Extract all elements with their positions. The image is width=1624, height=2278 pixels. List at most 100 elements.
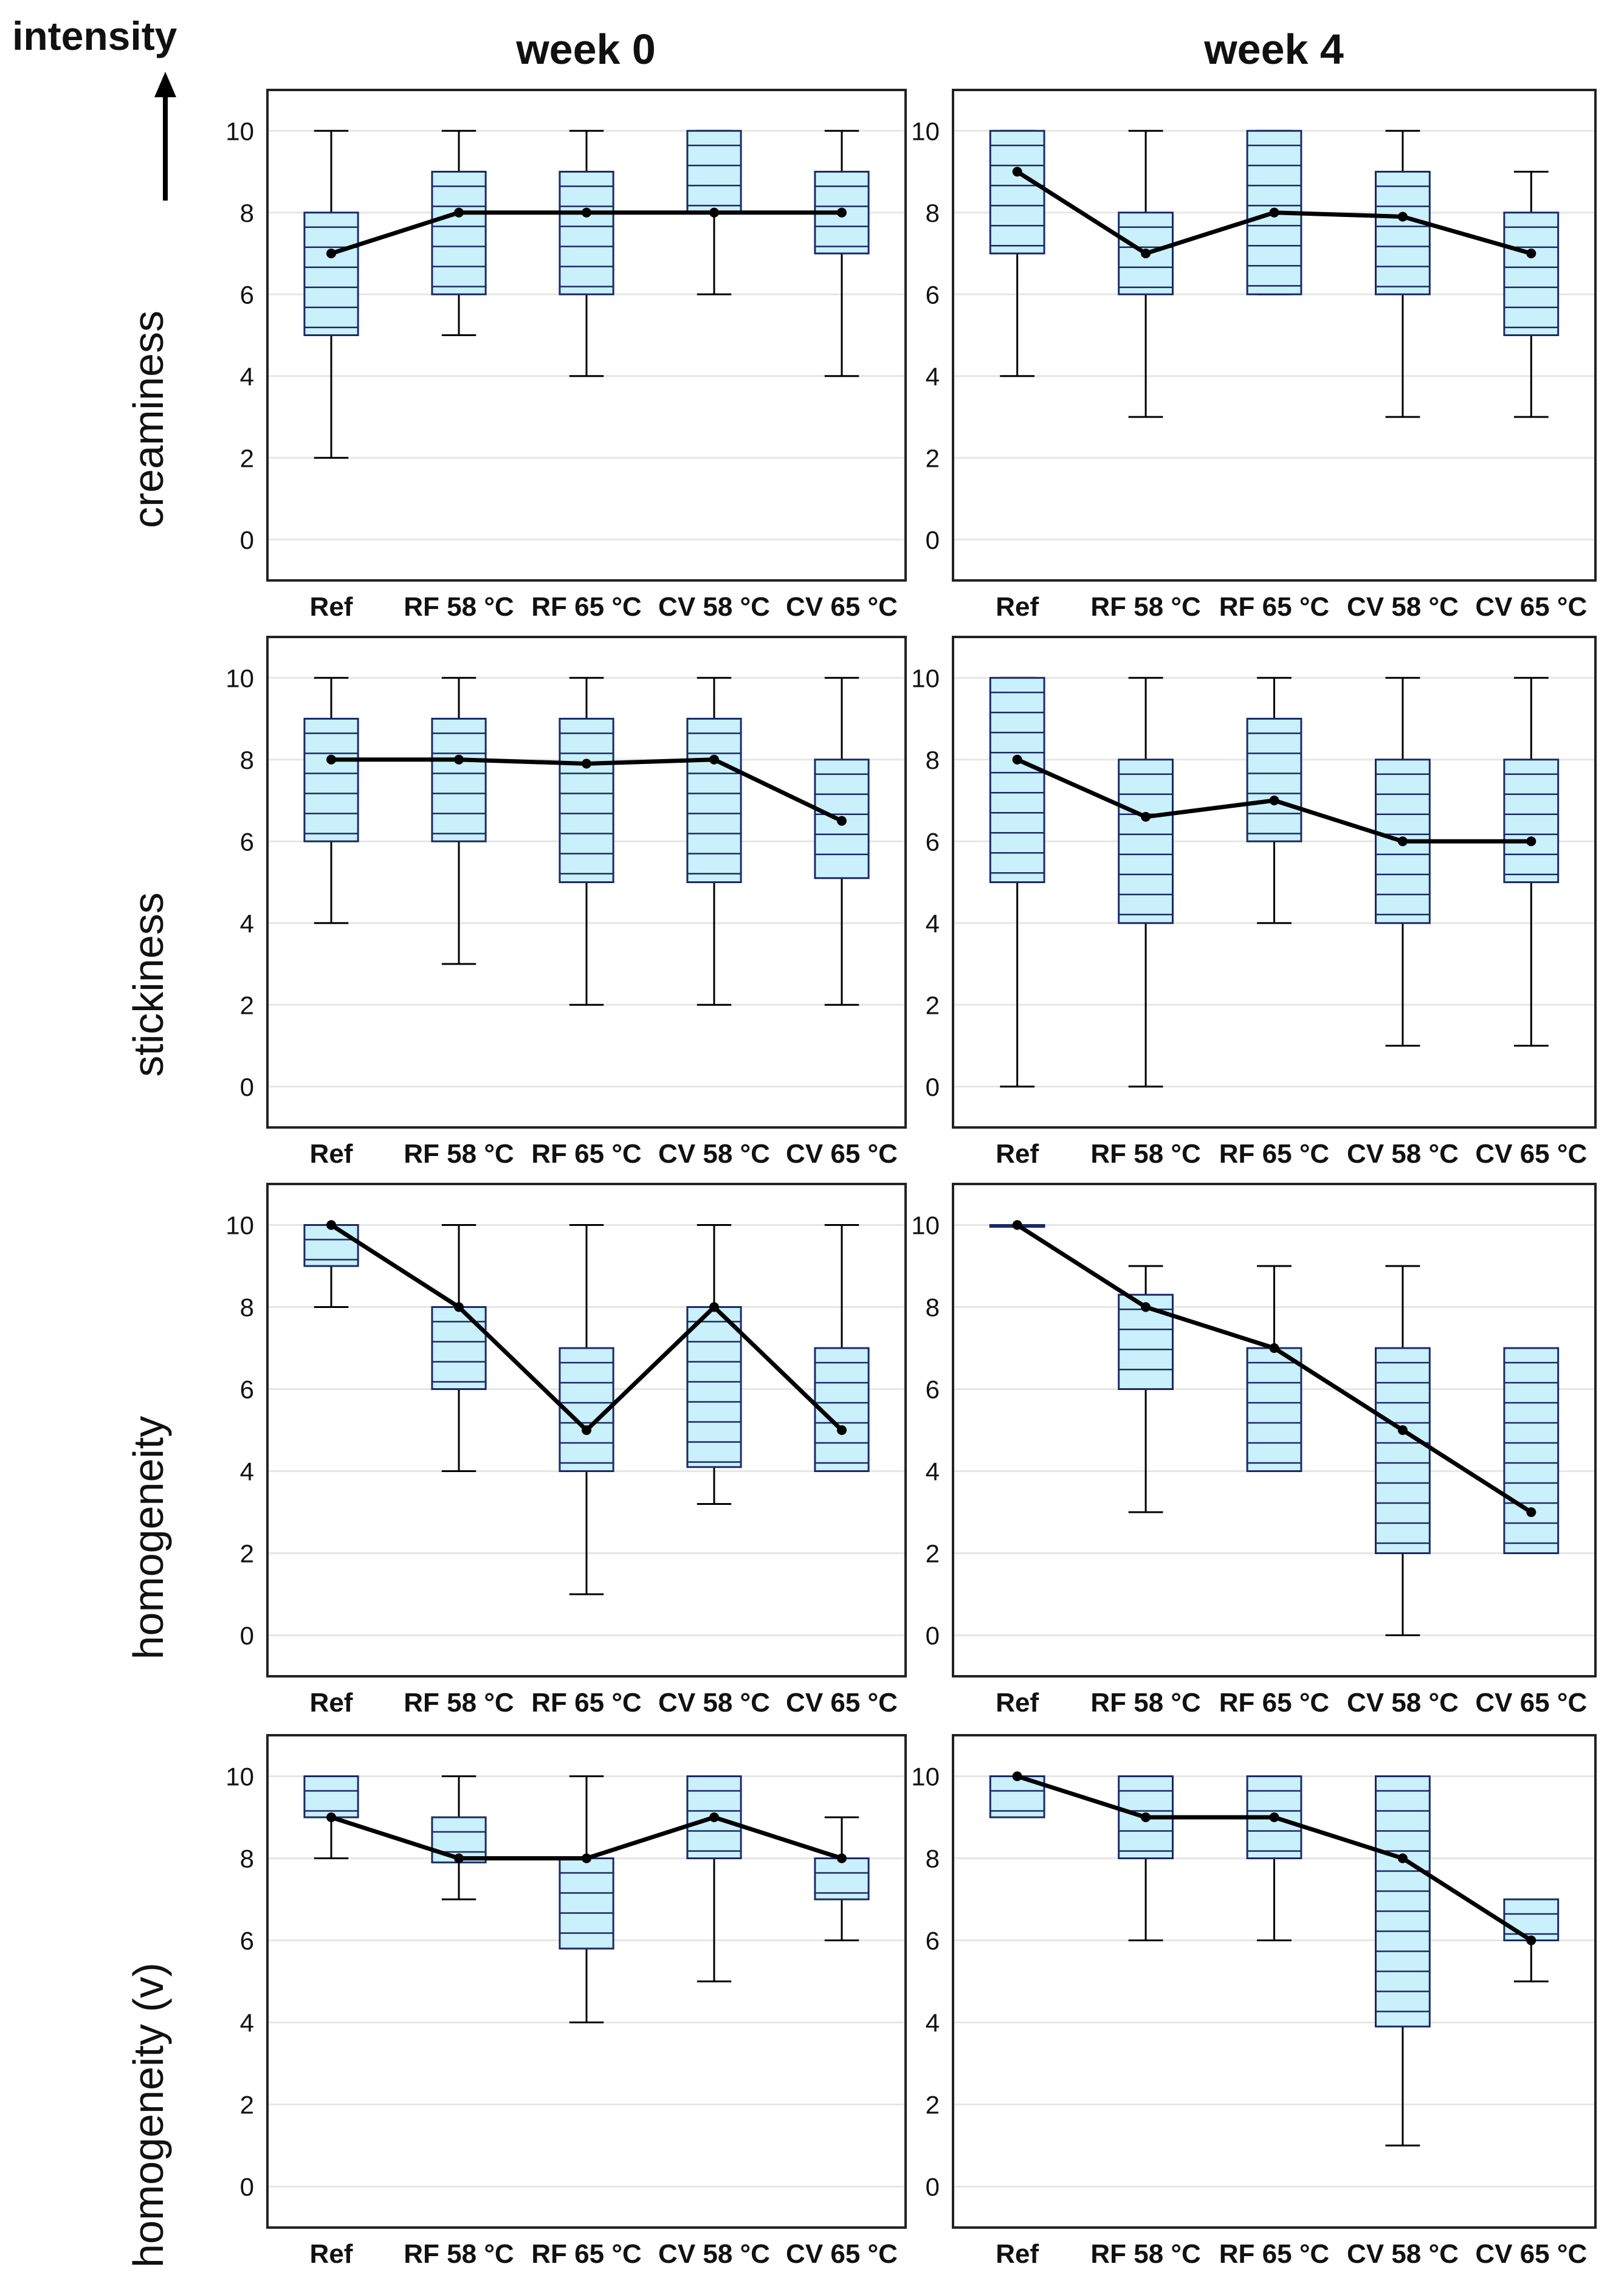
- x-tick-label: CV 65 °C: [786, 1139, 898, 1169]
- column-title-week-0: week 0: [515, 26, 656, 73]
- box: [559, 718, 614, 883]
- box: [303, 212, 359, 336]
- y-tick-label: 8: [240, 746, 254, 774]
- box: [1503, 759, 1560, 883]
- box: [686, 129, 742, 214]
- y-tick-label: 8: [240, 1293, 254, 1322]
- box: [431, 1816, 487, 1863]
- x-tick-label: CV 65 °C: [786, 1688, 898, 1718]
- box: [559, 1857, 614, 1950]
- y-tick-label: 2: [240, 991, 254, 1019]
- x-tick-label: Ref: [996, 1139, 1039, 1169]
- x-tick-label: RF 58 °C: [1090, 1688, 1200, 1718]
- x-tick-label: Ref: [996, 1688, 1039, 1718]
- median-point: [709, 207, 719, 218]
- y-tick-label: 10: [911, 1763, 940, 1791]
- x-tick-label: CV 58 °C: [658, 2239, 770, 2269]
- y-tick-label: 10: [911, 117, 940, 145]
- x-tick-label: RF 58 °C: [404, 1139, 514, 1169]
- y-tick-label: 4: [240, 2009, 254, 2037]
- median-point: [1141, 811, 1151, 822]
- median-point: [1269, 1812, 1279, 1822]
- y-axis-title: homogeneity: [125, 1416, 172, 1660]
- y-tick-label: 0: [926, 526, 940, 554]
- median-point: [837, 816, 847, 826]
- x-tick-label: Ref: [310, 1688, 353, 1718]
- box: [559, 171, 614, 295]
- x-tick-label: CV 58 °C: [1347, 2239, 1459, 2269]
- plot-frame: [266, 1183, 907, 1678]
- panel: 0 2 4 6 8 10 Ref RF 58 °C RF 65 °C CV 58 °C CV 65 …: [911, 1183, 1597, 1718]
- y-tick-label: 4: [926, 1457, 940, 1486]
- box: [1503, 212, 1560, 336]
- median-point: [1141, 249, 1151, 258]
- y-tick-label: 10: [225, 1763, 254, 1791]
- box: [989, 676, 1045, 883]
- up-arrow-icon: [154, 72, 176, 201]
- x-tick-label: RF 65 °C: [1219, 1139, 1329, 1169]
- y-tick-label: 8: [926, 1293, 940, 1322]
- median-point: [454, 207, 464, 218]
- plot-frame: [952, 89, 1597, 582]
- x-tick-label: CV 65 °C: [1475, 1139, 1587, 1169]
- box: [686, 718, 742, 883]
- y-tick-label: 2: [926, 991, 940, 1019]
- median-point: [1526, 249, 1536, 258]
- median-point: [1269, 207, 1279, 218]
- x-tick-label: Ref: [310, 1139, 353, 1169]
- x-tick-label: RF 65 °C: [1219, 592, 1329, 622]
- x-tick-label: RF 65 °C: [531, 592, 641, 622]
- median-point: [1397, 836, 1408, 847]
- median-point: [1141, 1812, 1151, 1822]
- median-point: [582, 207, 591, 218]
- y-tick-label: 6: [926, 827, 940, 856]
- y-tick-label: 0: [926, 2173, 940, 2201]
- median-point: [326, 1220, 336, 1230]
- box: [1375, 171, 1431, 295]
- x-tick-label: RF 65 °C: [1219, 1688, 1329, 1718]
- plot-frame: [266, 636, 907, 1129]
- median-point: [1269, 796, 1279, 805]
- x-tick-label: CV 65 °C: [1475, 1688, 1587, 1718]
- y-tick-label: 6: [240, 280, 254, 309]
- x-tick-label: RF 58 °C: [404, 592, 514, 622]
- y-tick-label: 8: [240, 199, 254, 227]
- x-tick-label: CV 65 °C: [786, 592, 898, 622]
- x-tick-label: Ref: [310, 2239, 353, 2269]
- y-tick-label: 4: [240, 909, 254, 938]
- y-tick-label: 10: [911, 1211, 940, 1240]
- box: [431, 1306, 487, 1390]
- box: [431, 171, 487, 295]
- panel: 0 2 4 6 8 10 Ref RF 58 °C RF 65 °C CV 58 °C CV 65 …: [225, 636, 907, 1169]
- median-point: [837, 1425, 847, 1435]
- y-tick-label: 2: [926, 1540, 940, 1568]
- median-point: [1526, 836, 1536, 847]
- y-tick-label: 4: [926, 909, 940, 938]
- x-tick-label: CV 58 °C: [1347, 1139, 1459, 1169]
- median-point: [837, 207, 847, 218]
- x-tick-label: CV 58 °C: [658, 1688, 770, 1718]
- x-tick-label: Ref: [996, 592, 1039, 622]
- y-tick-label: 0: [926, 1622, 940, 1650]
- y-tick-label: 2: [240, 2091, 254, 2119]
- y-tick-label: 10: [225, 117, 254, 145]
- x-tick-label: Ref: [310, 592, 353, 622]
- median-point: [1526, 1507, 1536, 1517]
- chart-header: intensity week 0 week 4: [12, 13, 1344, 201]
- median-point: [1141, 1302, 1151, 1312]
- y-tick-label: 4: [926, 2009, 940, 2037]
- x-tick-label: RF 58 °C: [404, 2239, 514, 2269]
- y-tick-label: 4: [926, 362, 940, 391]
- panel: 0 2 4 6 8 10 Ref RF 58 °C RF 65 °C CV 58 °C CV 65 …: [225, 89, 907, 622]
- x-tick-label: RF 58 °C: [1090, 1139, 1200, 1169]
- box: [1118, 759, 1174, 924]
- y-tick-label: 2: [240, 1540, 254, 1568]
- median-point: [326, 754, 336, 765]
- panel: 0 2 4 6 8 10 Ref RF 58 °C RF 65 °C CV 58 °C CV 65 …: [911, 1734, 1597, 2269]
- box: [989, 129, 1045, 255]
- y-tick-label: 4: [240, 1457, 254, 1486]
- median-point: [1397, 1425, 1408, 1435]
- median-point: [1526, 1935, 1536, 1946]
- median-point: [1397, 1853, 1408, 1863]
- y-axis-title: homogeneity (v): [125, 1963, 172, 2268]
